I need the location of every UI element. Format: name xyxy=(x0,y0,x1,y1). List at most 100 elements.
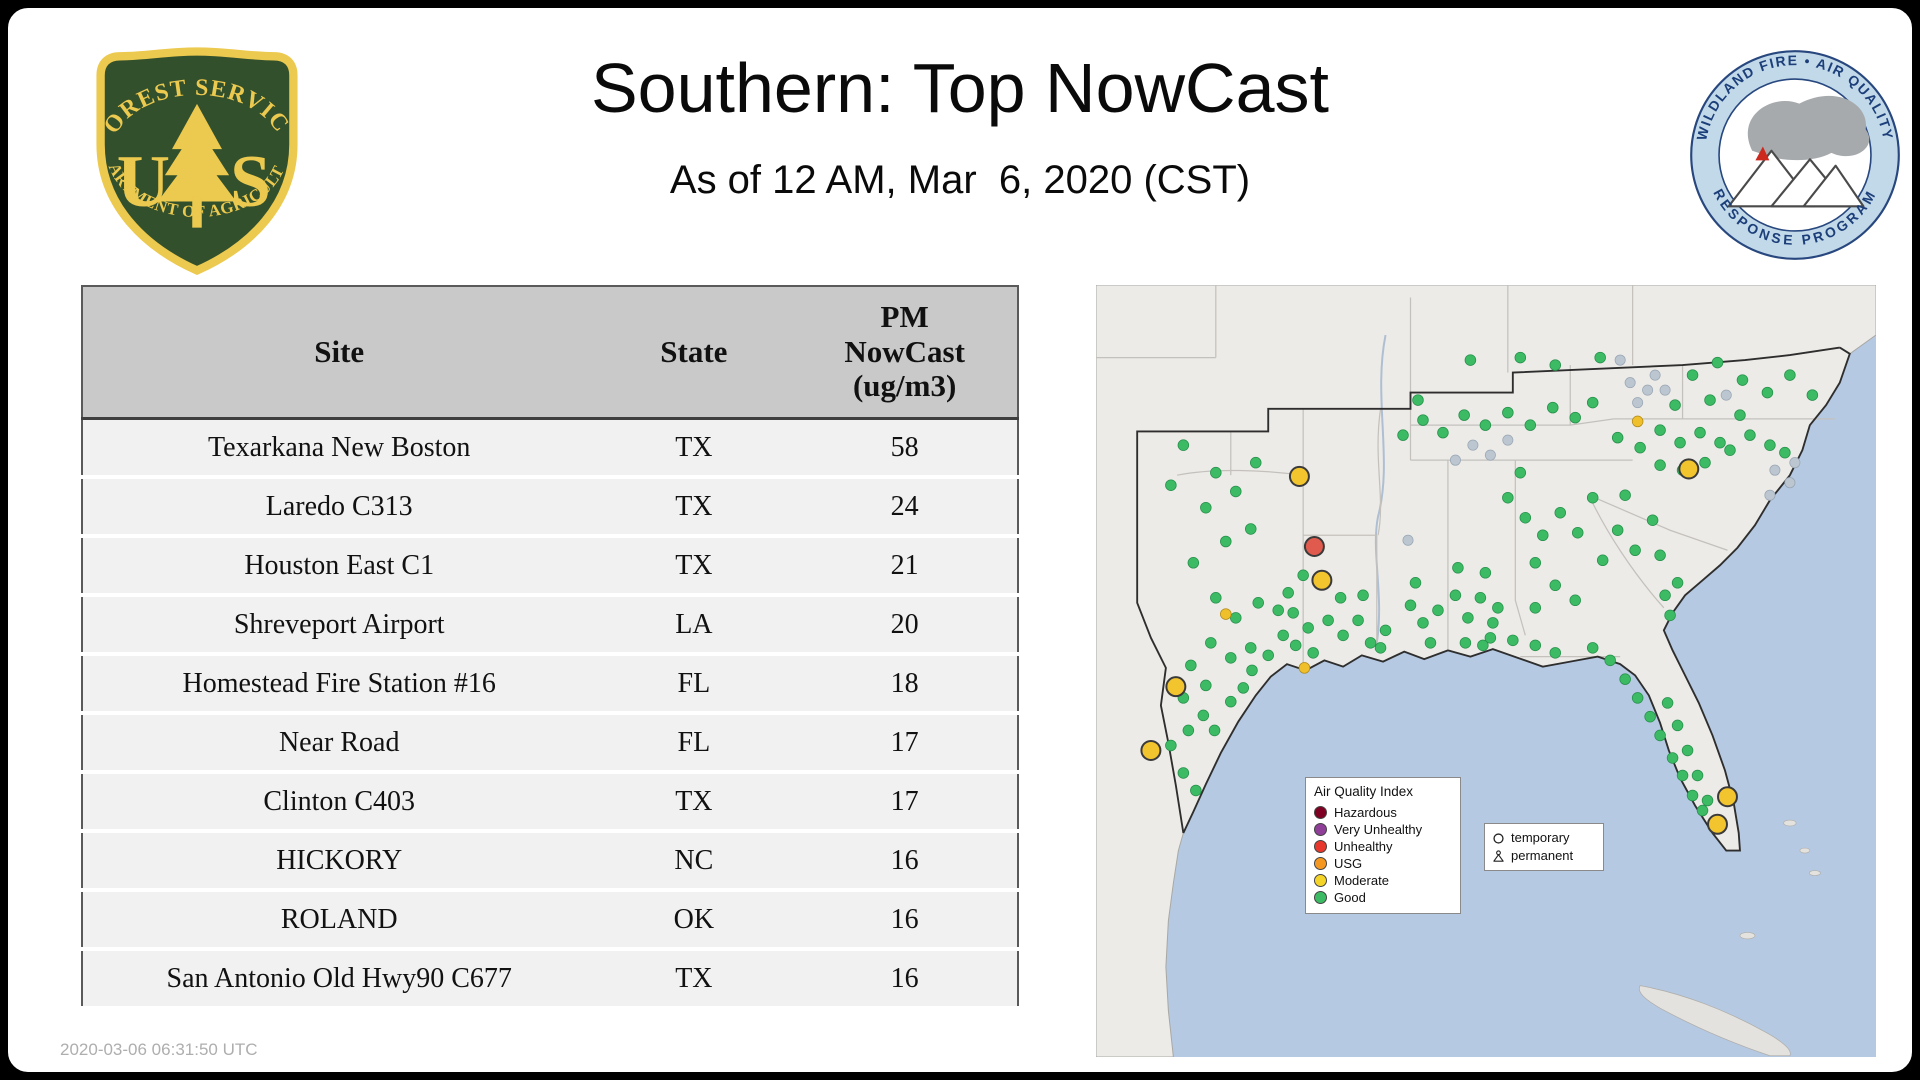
monitor-dot-good xyxy=(1352,614,1364,627)
monitor-dot-good xyxy=(1547,401,1559,414)
monitor-dot-good xyxy=(1619,673,1631,685)
monitor-dot-good xyxy=(1586,396,1599,409)
monitor-dot-no_data xyxy=(1502,434,1514,446)
monitor-dot-good xyxy=(1287,607,1299,619)
monitor-dot-good xyxy=(1357,589,1369,602)
monitor-dot-good xyxy=(1514,466,1527,479)
monitor-dot-good xyxy=(1524,419,1537,431)
monitor-dot-good xyxy=(1686,789,1699,802)
table-cell: NC xyxy=(595,831,793,892)
monitor-dot-good xyxy=(1594,351,1606,364)
monitor-dot-good xyxy=(1806,389,1819,401)
monitor-dot-no_data xyxy=(1649,369,1661,381)
monitor-dot-good xyxy=(1277,629,1289,642)
table-row: San Antonio Old Hwy90 C677 TX 16 xyxy=(82,949,1018,1010)
monitor-dot-good xyxy=(1701,794,1714,807)
monitor-dot-good xyxy=(1404,599,1417,612)
monitor-dot-good xyxy=(1502,491,1514,504)
wfaqrp-badge-icon: WILDLAND FIRE • AIR QUALITY RESPONSE PRO… xyxy=(1690,50,1900,260)
usfs-letter-u: U xyxy=(117,140,170,222)
small-islands xyxy=(1739,819,1821,940)
table-cell: HICKORY xyxy=(82,831,596,892)
monitor-dot-good xyxy=(1586,491,1599,504)
monitor-dot-no_data xyxy=(1632,397,1644,409)
table-cell: OK xyxy=(595,890,793,951)
aqi-legend-label: USG xyxy=(1334,856,1363,871)
monitor-dot-moderate_sites xyxy=(1707,813,1728,835)
table-cell: FL xyxy=(595,713,793,774)
monitor-dot-good xyxy=(1654,424,1666,436)
monitor-dot-good xyxy=(1571,526,1584,539)
monitor-dot-no_data xyxy=(1614,354,1626,366)
monitor-dot-good xyxy=(1237,682,1250,694)
monitor-dot-good xyxy=(1549,647,1562,659)
smoke-shape xyxy=(1747,95,1870,161)
monitor-dot-good xyxy=(1611,524,1624,536)
table-cell: 58 xyxy=(792,418,1018,479)
hazardous-dot-icon xyxy=(1314,806,1327,819)
monitor-dot-no_data xyxy=(1764,489,1776,501)
region-map-graphic xyxy=(1096,285,1876,1057)
table-row: Near Road FL 17 xyxy=(82,713,1018,774)
monitor-dot-good xyxy=(1676,769,1689,782)
pine-tree-icon xyxy=(157,103,237,228)
nowcast-data-table: Site State PM NowCast (ug/m3) Texarkana … xyxy=(81,285,1019,1010)
page-subtitle: As of 12 AM, Mar 6, 2020 (CST) xyxy=(669,158,1251,202)
monitor-dot-good xyxy=(1177,767,1190,779)
usg-dot-icon xyxy=(1314,857,1327,870)
monitor-dot-good xyxy=(1272,604,1284,617)
monitor-dot-good xyxy=(1484,632,1497,644)
monitor-dot-good xyxy=(1644,710,1656,723)
monitor-dot-moderate_small xyxy=(1298,662,1311,674)
monitor-dot-good xyxy=(1654,459,1666,471)
nowcast-table-body: Texarkana New Boston TX 58 Laredo C313 TX 24 H… xyxy=(82,418,1018,1010)
monitor-dot-good xyxy=(1671,577,1684,589)
monitor-dot-good xyxy=(1554,506,1566,519)
unhealthy-dot-icon xyxy=(1314,840,1327,853)
good-dot-icon xyxy=(1314,891,1327,904)
monitor-dot-good xyxy=(1208,724,1221,737)
monitor-dot-good xyxy=(1492,602,1504,614)
col-header-state: State xyxy=(595,286,793,420)
monitor-dot-good xyxy=(1177,439,1190,451)
monitor-dot-good xyxy=(1569,411,1581,424)
monitor-dot-good xyxy=(1334,592,1347,604)
aqi-legend-items: Hazardous Very Unhealthy Unhealthy USG Moder… xyxy=(1314,804,1452,906)
aqi-legend-item: Hazardous xyxy=(1314,804,1452,821)
monitor-dot-good xyxy=(1210,466,1222,479)
monitor-dot-good xyxy=(1210,592,1222,604)
table-row: Shreveport Airport LA 20 xyxy=(82,595,1018,656)
monitor-dot-no_data xyxy=(1789,457,1801,469)
nowcast-table: Site State PM NowCast (ug/m3) Texarkana … xyxy=(81,285,1019,1010)
monitor-dot-good xyxy=(1165,479,1177,491)
table-cell: TX xyxy=(595,772,793,833)
col-header-pm-nowcast: PM NowCast (ug/m3) xyxy=(792,286,1018,420)
aqi-legend-item: Good xyxy=(1314,889,1452,906)
cuba-island xyxy=(1638,985,1791,1057)
monitor-dot-good xyxy=(1761,386,1774,399)
temporary-symbol-icon xyxy=(1492,832,1505,845)
monitor-dot-good xyxy=(1611,431,1624,444)
table-row: Texarkana New Boston TX 58 xyxy=(82,418,1018,479)
monitor-dot-good xyxy=(1364,637,1377,649)
table-cell: 16 xyxy=(792,949,1018,1010)
monitor-dot-good xyxy=(1696,804,1709,817)
aqi-legend-item: Moderate xyxy=(1314,872,1452,889)
monitor-dot-good xyxy=(1596,554,1609,567)
moderate-dot-icon xyxy=(1314,874,1327,887)
monitor-dot-good xyxy=(1230,485,1242,498)
monitor-dot-good xyxy=(1458,409,1470,421)
page-title: Southern: Top NowCast xyxy=(590,49,1329,127)
table-cell: Shreveport Airport xyxy=(82,595,596,656)
aqi-legend-item: Unhealthy xyxy=(1314,838,1452,855)
table-row: Houston East C1 TX 21 xyxy=(82,536,1018,597)
table-cell: 21 xyxy=(792,536,1018,597)
monitor-dot-good xyxy=(1654,549,1666,562)
monitor-dot-good xyxy=(1519,511,1532,524)
monitor-dot-good xyxy=(1736,374,1749,386)
monitor-dot-moderate_sites xyxy=(1140,739,1162,761)
monitor-dot-good xyxy=(1764,439,1776,451)
monitor-dot-good xyxy=(1397,429,1409,441)
table-cell: ROLAND xyxy=(82,890,596,951)
